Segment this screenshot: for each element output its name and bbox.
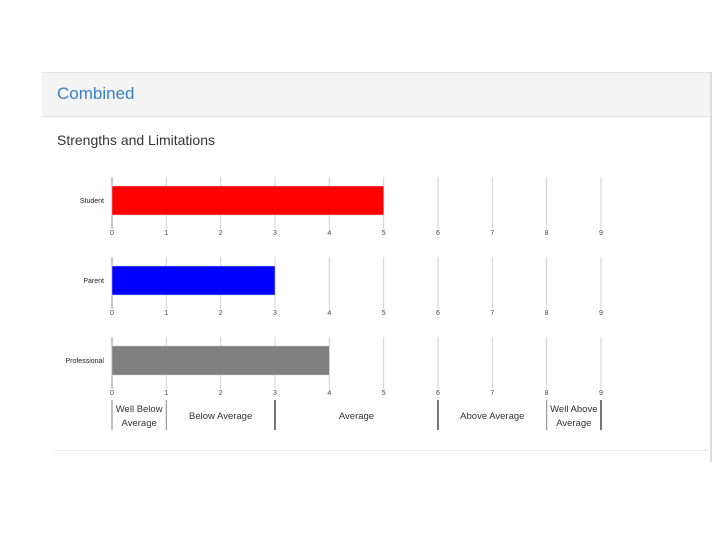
x-tick-label: 1: [164, 310, 168, 317]
panel-edge: [710, 72, 712, 462]
x-tick-label: 2: [219, 230, 223, 237]
x-tick-label: 3: [273, 310, 277, 317]
section-header: Combined: [42, 72, 712, 117]
x-tick-label: 4: [327, 230, 331, 237]
x-tick-label: 6: [436, 230, 440, 237]
x-tick-label: 7: [490, 310, 494, 317]
x-tick-label: 4: [327, 310, 331, 317]
bar-professional: [111, 345, 330, 376]
x-tick-label: 2: [219, 310, 223, 317]
x-tick-label: 0: [110, 310, 114, 317]
x-tick-label: 0: [110, 390, 114, 397]
x-tick-label: 1: [164, 390, 168, 397]
x-tick-label: 3: [273, 390, 277, 397]
x-tick-label: 3: [273, 230, 277, 237]
category-label: Parent: [83, 278, 104, 285]
x-tick-label: 5: [382, 390, 386, 397]
x-tick-label: 9: [599, 230, 603, 237]
x-tick-label: 5: [382, 310, 386, 317]
x-tick-label: 6: [436, 390, 440, 397]
band-label: Average: [556, 418, 591, 429]
band-label: Below Average: [189, 411, 252, 422]
x-tick-label: 5: [382, 230, 386, 237]
category-label: Student: [80, 198, 104, 205]
x-tick-label: 8: [545, 390, 549, 397]
x-tick-label: 7: [490, 390, 494, 397]
divider: [55, 450, 712, 451]
band-label: Above Average: [460, 411, 524, 422]
category-label: Professional: [65, 358, 104, 365]
band-label: Average: [122, 418, 157, 429]
band-label: Well Below: [116, 404, 163, 415]
x-tick-label: 8: [545, 310, 549, 317]
x-tick-label: 0: [110, 230, 114, 237]
header-title[interactable]: Combined: [57, 84, 135, 103]
band-label: Average: [339, 411, 374, 422]
chart-title: Strengths and Limitations: [57, 132, 215, 148]
x-tick-label: 8: [545, 230, 549, 237]
x-tick-label: 4: [327, 390, 331, 397]
x-tick-label: 7: [490, 230, 494, 237]
x-tick-label: 2: [219, 390, 223, 397]
x-tick-label: 9: [599, 310, 603, 317]
bar-parent: [111, 265, 276, 296]
bar-student: [111, 185, 384, 216]
x-tick-label: 6: [436, 310, 440, 317]
x-tick-label: 1: [164, 230, 168, 237]
band-label: Well Above: [550, 404, 597, 415]
x-tick-label: 9: [599, 390, 603, 397]
